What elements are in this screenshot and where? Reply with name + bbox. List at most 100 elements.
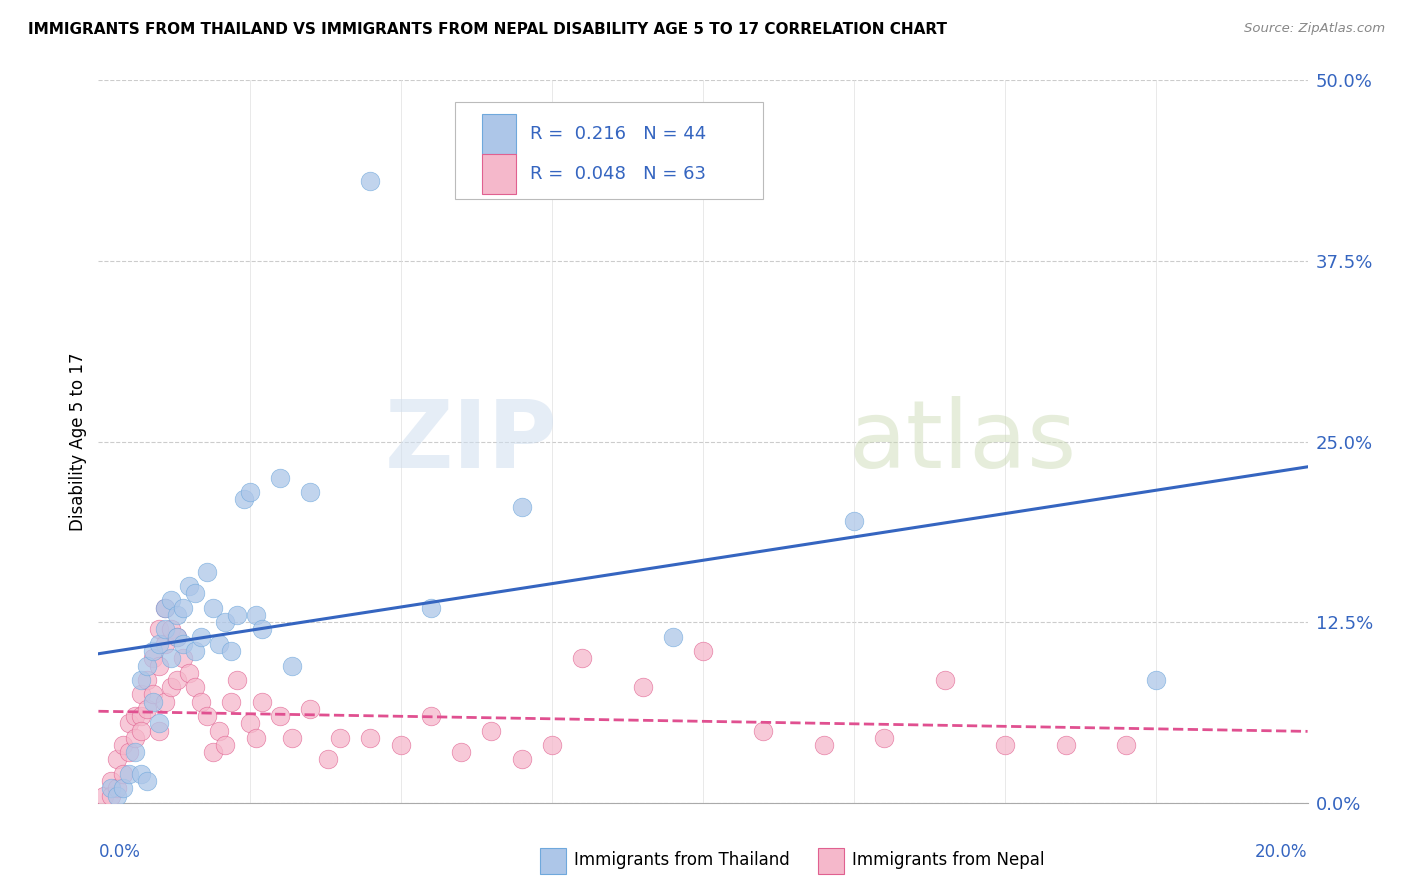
Text: R =  0.216   N = 44: R = 0.216 N = 44 bbox=[530, 125, 706, 143]
Point bbox=[184, 586, 207, 600]
Point bbox=[153, 637, 176, 651]
Point bbox=[226, 673, 249, 687]
Point bbox=[202, 600, 225, 615]
FancyBboxPatch shape bbox=[482, 114, 516, 154]
Point bbox=[166, 673, 188, 687]
Point bbox=[873, 731, 896, 745]
Point bbox=[184, 644, 207, 658]
Point bbox=[360, 174, 382, 188]
Point bbox=[844, 514, 866, 528]
Point bbox=[221, 695, 243, 709]
Point bbox=[118, 716, 141, 731]
Point bbox=[153, 600, 176, 615]
Point bbox=[269, 471, 291, 485]
Point bbox=[571, 651, 593, 665]
Point bbox=[481, 723, 503, 738]
Point bbox=[105, 789, 128, 803]
Point bbox=[316, 752, 339, 766]
Point bbox=[190, 630, 212, 644]
Point bbox=[269, 709, 291, 723]
Point bbox=[148, 658, 170, 673]
Point bbox=[1115, 738, 1137, 752]
Point bbox=[129, 709, 152, 723]
Text: Source: ZipAtlas.com: Source: ZipAtlas.com bbox=[1244, 22, 1385, 36]
Point bbox=[124, 745, 146, 759]
Point bbox=[245, 607, 267, 622]
Point bbox=[135, 673, 157, 687]
Point bbox=[153, 600, 176, 615]
Point bbox=[420, 709, 443, 723]
Point bbox=[221, 644, 243, 658]
Point bbox=[111, 767, 134, 781]
Point bbox=[160, 680, 183, 694]
Point bbox=[93, 789, 115, 803]
Point bbox=[166, 630, 188, 644]
Point bbox=[510, 500, 533, 514]
Point bbox=[250, 623, 273, 637]
Point bbox=[281, 731, 304, 745]
Text: Immigrants from Thailand: Immigrants from Thailand bbox=[574, 851, 789, 869]
Point bbox=[239, 485, 262, 500]
Point bbox=[299, 702, 322, 716]
Point bbox=[172, 600, 194, 615]
Point bbox=[129, 723, 152, 738]
Point bbox=[148, 723, 170, 738]
Point bbox=[124, 709, 146, 723]
Y-axis label: Disability Age 5 to 17: Disability Age 5 to 17 bbox=[69, 352, 87, 531]
Point bbox=[994, 738, 1017, 752]
Point bbox=[124, 731, 146, 745]
Point bbox=[166, 607, 188, 622]
Point bbox=[100, 789, 122, 803]
Point bbox=[190, 695, 212, 709]
Point bbox=[195, 709, 218, 723]
Point bbox=[172, 651, 194, 665]
Point bbox=[160, 651, 183, 665]
Text: Immigrants from Nepal: Immigrants from Nepal bbox=[852, 851, 1045, 869]
Point bbox=[250, 695, 273, 709]
Point bbox=[118, 767, 141, 781]
Text: ZIP: ZIP bbox=[385, 395, 558, 488]
Point bbox=[450, 745, 472, 759]
Text: atlas: atlas bbox=[848, 395, 1077, 488]
Point bbox=[142, 687, 165, 701]
Point bbox=[135, 774, 157, 789]
Point bbox=[153, 623, 176, 637]
Point bbox=[160, 593, 183, 607]
Point bbox=[118, 745, 141, 759]
Point bbox=[1146, 673, 1168, 687]
Point bbox=[389, 738, 412, 752]
Point bbox=[179, 665, 201, 680]
Point bbox=[100, 774, 122, 789]
Point bbox=[111, 781, 134, 796]
Text: R =  0.048   N = 63: R = 0.048 N = 63 bbox=[530, 165, 706, 183]
Point bbox=[105, 752, 128, 766]
Point bbox=[160, 623, 183, 637]
FancyBboxPatch shape bbox=[482, 154, 516, 194]
Point bbox=[813, 738, 835, 752]
Point bbox=[239, 716, 262, 731]
Point bbox=[148, 623, 170, 637]
Point bbox=[111, 738, 134, 752]
Text: IMMIGRANTS FROM THAILAND VS IMMIGRANTS FROM NEPAL DISABILITY AGE 5 TO 17 CORRELA: IMMIGRANTS FROM THAILAND VS IMMIGRANTS F… bbox=[28, 22, 948, 37]
Point bbox=[148, 637, 170, 651]
Point bbox=[245, 731, 267, 745]
Point bbox=[135, 658, 157, 673]
Point bbox=[208, 637, 231, 651]
Point bbox=[153, 695, 176, 709]
Point bbox=[179, 579, 201, 593]
Text: 0.0%: 0.0% bbox=[98, 843, 141, 861]
Point bbox=[208, 723, 231, 738]
Point bbox=[172, 637, 194, 651]
FancyBboxPatch shape bbox=[540, 847, 567, 873]
Point bbox=[232, 492, 254, 507]
Point bbox=[1054, 738, 1077, 752]
Point bbox=[692, 644, 714, 658]
Point bbox=[226, 607, 249, 622]
Point bbox=[142, 644, 165, 658]
Point bbox=[540, 738, 562, 752]
Point bbox=[195, 565, 218, 579]
Point bbox=[142, 695, 165, 709]
Point bbox=[142, 651, 165, 665]
Point bbox=[360, 731, 382, 745]
Point bbox=[934, 673, 956, 687]
